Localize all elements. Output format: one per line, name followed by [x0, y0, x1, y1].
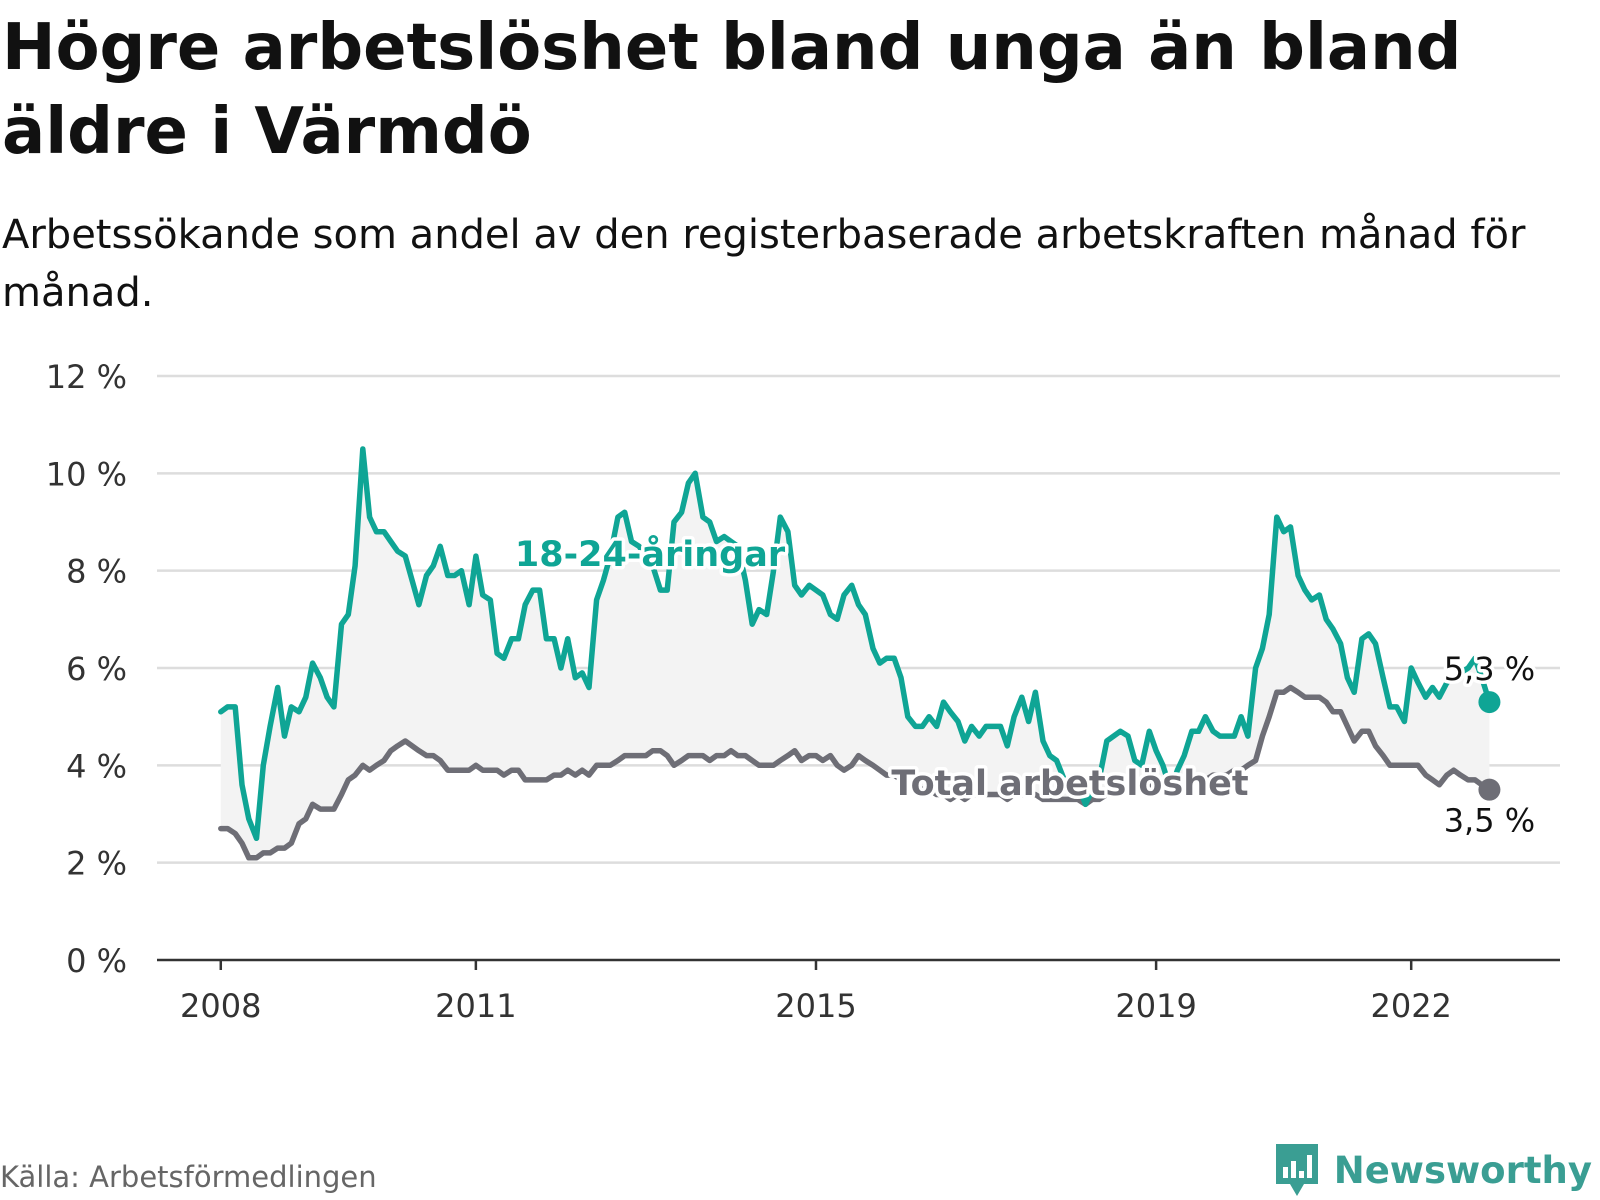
x-tick-label: 2022: [1370, 987, 1451, 1025]
x-tick-label: 2015: [775, 987, 856, 1025]
youth-end-value-label-halo: 5,3 %: [1444, 650, 1535, 688]
total-series-end-point: [1478, 778, 1501, 801]
line-layer: [218, 446, 1501, 861]
y-tick-label: 10 %: [46, 455, 127, 493]
total-series-label: Total arbetslöshet: [891, 764, 1248, 804]
total-end-value-label-halo: 3,5 %: [1444, 802, 1535, 840]
y-tick-label: 0 %: [66, 942, 127, 980]
x-tick-label: 2008: [180, 987, 261, 1025]
y-tick-label: 2 %: [66, 845, 127, 883]
y-tick-label: 6 %: [66, 650, 127, 688]
total-series-label-halo: Total arbetslöshet: [891, 764, 1248, 804]
y-tick-label: 4 %: [66, 747, 127, 785]
axis-layer: 0 % 2 % 4 % 6 % 8 % 10 % 12 % 2008 2011 2015 2019 2…: [46, 358, 1560, 1025]
brand-name: Newsworthy: [1333, 1148, 1592, 1192]
y-tick-label: 12 %: [46, 358, 127, 396]
brand-logo: Newsworthy: [1272, 1140, 1592, 1200]
youth-series-line: [218, 446, 1493, 842]
source-note: Källa: Arbetsförmedlingen: [0, 1160, 377, 1194]
youth-series-label-halo: 18-24-åringar: [515, 534, 786, 575]
youth-series-end-point: [1478, 691, 1501, 714]
youth-series-label: 18-24-åringar: [515, 534, 786, 575]
x-tick-label: 2011: [435, 987, 516, 1025]
total-series-line: [218, 684, 1493, 861]
youth-end-value-label: 5,3 %: [1444, 650, 1535, 688]
x-tick-label: 2019: [1115, 987, 1196, 1025]
chart-title: Högre arbetslöshet bland unga än bland ä…: [2, 11, 1462, 169]
bar-chart-speech-bubble-icon: [1275, 1144, 1318, 1196]
chart-subtitle: Arbetssökande som andel av den registerb…: [2, 212, 1526, 316]
area-layer: [220, 449, 1490, 858]
y-tick-label: 8 %: [66, 553, 127, 591]
total-end-value-label: 3,5 %: [1444, 802, 1535, 840]
gap-area: [220, 449, 1490, 858]
